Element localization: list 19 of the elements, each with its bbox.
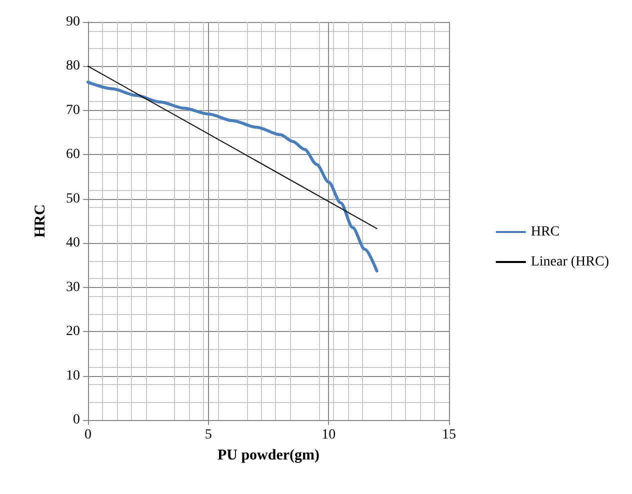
legend-label: HRC (530, 224, 560, 240)
x-tick-label: 0 (84, 428, 92, 442)
y-tick-label: 70 (66, 102, 80, 118)
x-tick-label: 10 (322, 428, 336, 442)
y-tick-label: 0 (73, 412, 80, 428)
y-tick-label: 10 (66, 368, 80, 384)
line-series (86, 80, 378, 272)
y-axis-title: HRC (32, 204, 48, 238)
y-tick-label: 90 (66, 14, 80, 30)
x-tick-label: 15 (442, 428, 456, 442)
x-axis-title: PU powder(gm) (217, 448, 320, 464)
x-tick-label: 5 (204, 428, 212, 442)
y-tick-label: 60 (66, 147, 80, 162)
y-tick-label: 30 (66, 280, 80, 295)
y-tick-label: 20 (66, 324, 80, 340)
y-tick-label: 50 (66, 191, 80, 206)
y-tick-label: 80 (66, 58, 80, 74)
legend-label: Linear (HRC) (530, 254, 610, 270)
y-tick-label: 40 (66, 236, 80, 251)
